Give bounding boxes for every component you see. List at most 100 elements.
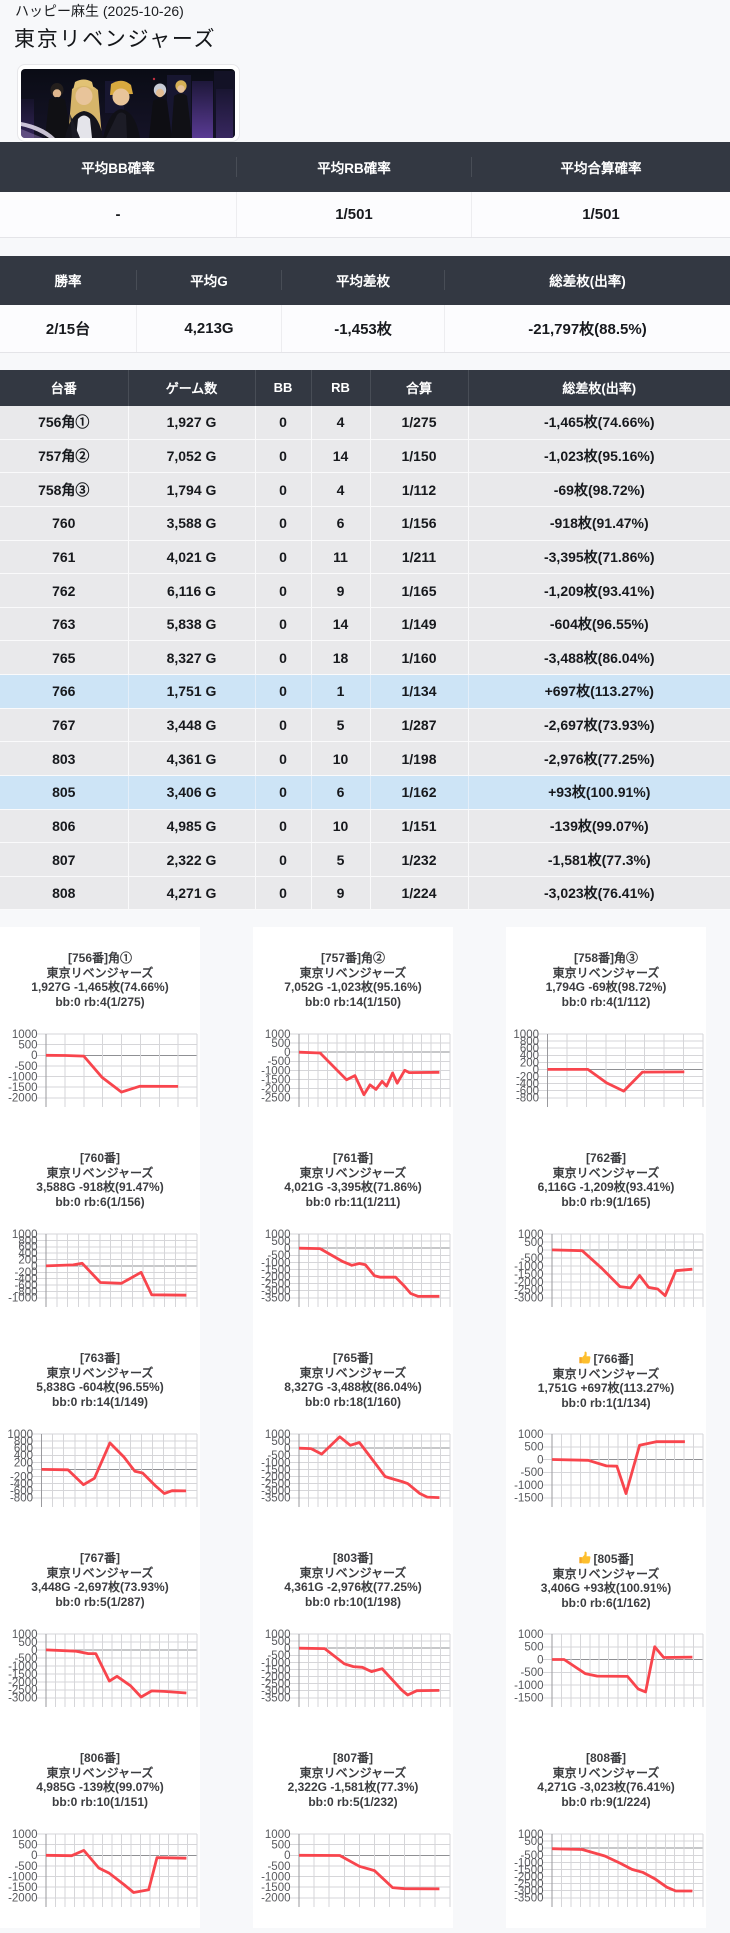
svg-text:-1000: -1000 xyxy=(514,1480,543,1492)
svg-text:-1000: -1000 xyxy=(514,1261,543,1273)
svg-text:1000: 1000 xyxy=(265,1429,291,1441)
svg-text:-200: -200 xyxy=(14,1267,37,1279)
svg-text:1000: 1000 xyxy=(265,1829,291,1841)
svg-text:1000: 1000 xyxy=(518,1829,544,1841)
svg-text:-1500: -1500 xyxy=(8,1882,37,1894)
svg-text:-2500: -2500 xyxy=(261,1093,290,1105)
svg-text:-3500: -3500 xyxy=(261,1293,290,1305)
svg-text:1000: 1000 xyxy=(12,1629,38,1641)
svg-text:500: 500 xyxy=(271,1840,290,1852)
svg-text:0: 0 xyxy=(537,1454,543,1466)
svg-text:-2500: -2500 xyxy=(8,1685,37,1697)
svg-text:-3500: -3500 xyxy=(261,1693,290,1705)
svg-text:-1000: -1000 xyxy=(261,1657,290,1669)
svg-text:-400: -400 xyxy=(516,1079,539,1091)
svg-text:-1000: -1000 xyxy=(514,1680,543,1692)
svg-text:-500: -500 xyxy=(14,1061,37,1073)
svg-text:600: 600 xyxy=(14,1443,33,1455)
svg-text:-1000: -1000 xyxy=(8,1071,37,1083)
svg-text:-500: -500 xyxy=(267,1250,290,1262)
svg-text:-2000: -2000 xyxy=(8,1677,37,1689)
svg-text:-1500: -1500 xyxy=(261,1882,290,1894)
svg-text:600: 600 xyxy=(18,1242,37,1254)
svg-text:-1000: -1000 xyxy=(8,1871,37,1883)
svg-text:-400: -400 xyxy=(14,1274,37,1286)
svg-text:-2500: -2500 xyxy=(261,1679,290,1691)
svg-text:-500: -500 xyxy=(267,1450,290,1462)
svg-text:0: 0 xyxy=(537,1245,543,1257)
svg-text:-2500: -2500 xyxy=(261,1479,290,1491)
svg-text:-1500: -1500 xyxy=(514,1493,543,1505)
svg-text:-800: -800 xyxy=(14,1286,37,1298)
svg-text:-1500: -1500 xyxy=(261,1264,290,1276)
svg-text:-2000: -2000 xyxy=(261,1271,290,1283)
svg-text:1000: 1000 xyxy=(265,1229,291,1241)
svg-text:500: 500 xyxy=(271,1038,290,1050)
svg-text:-500: -500 xyxy=(520,1850,543,1862)
svg-text:-3500: -3500 xyxy=(261,1493,290,1505)
svg-text:1000: 1000 xyxy=(513,1029,539,1041)
svg-text:-500: -500 xyxy=(267,1650,290,1662)
svg-text:600: 600 xyxy=(520,1043,539,1055)
svg-text:0: 0 xyxy=(284,1850,290,1862)
svg-text:-2000: -2000 xyxy=(261,1471,290,1483)
svg-text:800: 800 xyxy=(520,1036,539,1048)
svg-text:0: 0 xyxy=(31,1261,37,1273)
svg-text:500: 500 xyxy=(18,1040,37,1052)
svg-text:-800: -800 xyxy=(10,1493,33,1505)
svg-text:-1500: -1500 xyxy=(261,1074,290,1086)
svg-text:-500: -500 xyxy=(14,1861,37,1873)
svg-text:-500: -500 xyxy=(520,1467,543,1479)
svg-text:-500: -500 xyxy=(267,1861,290,1873)
svg-text:500: 500 xyxy=(524,1836,543,1848)
svg-text:-3000: -3000 xyxy=(261,1686,290,1698)
svg-text:-1500: -1500 xyxy=(261,1664,290,1676)
svg-text:-1000: -1000 xyxy=(8,1661,37,1673)
svg-text:800: 800 xyxy=(18,1235,37,1247)
svg-text:1000: 1000 xyxy=(12,1029,38,1041)
svg-text:-1000: -1000 xyxy=(261,1871,290,1883)
svg-text:-1000: -1000 xyxy=(261,1257,290,1269)
svg-text:400: 400 xyxy=(520,1050,539,1062)
svg-text:0: 0 xyxy=(284,1643,290,1655)
svg-text:-800: -800 xyxy=(516,1093,539,1105)
svg-text:1000: 1000 xyxy=(7,1429,33,1441)
svg-text:-2000: -2000 xyxy=(8,1093,37,1105)
svg-text:-3500: -3500 xyxy=(514,1893,543,1905)
svg-text:-2000: -2000 xyxy=(261,1084,290,1096)
svg-text:500: 500 xyxy=(524,1642,543,1654)
svg-text:-1000: -1000 xyxy=(8,1293,37,1305)
svg-text:1000: 1000 xyxy=(518,1229,544,1241)
svg-text:-600: -600 xyxy=(10,1486,33,1498)
svg-text:500: 500 xyxy=(271,1436,290,1448)
svg-text:500: 500 xyxy=(18,1637,37,1649)
svg-text:-1000: -1000 xyxy=(261,1065,290,1077)
svg-text:1000: 1000 xyxy=(518,1429,544,1441)
svg-text:-500: -500 xyxy=(520,1253,543,1265)
svg-text:-3000: -3000 xyxy=(8,1693,37,1705)
svg-text:-600: -600 xyxy=(14,1280,37,1292)
svg-text:1000: 1000 xyxy=(12,1829,38,1841)
svg-text:800: 800 xyxy=(14,1436,33,1448)
svg-text:-200: -200 xyxy=(10,1471,33,1483)
svg-text:0: 0 xyxy=(537,1843,543,1855)
svg-text:500: 500 xyxy=(524,1237,543,1249)
svg-text:-500: -500 xyxy=(520,1667,543,1679)
svg-text:-3000: -3000 xyxy=(514,1293,543,1305)
svg-text:-400: -400 xyxy=(10,1479,33,1491)
svg-text:400: 400 xyxy=(14,1450,33,1462)
svg-text:-1000: -1000 xyxy=(261,1457,290,1469)
svg-text:-500: -500 xyxy=(267,1056,290,1068)
svg-text:-1000: -1000 xyxy=(514,1857,543,1869)
svg-text:-3000: -3000 xyxy=(261,1486,290,1498)
svg-text:-2000: -2000 xyxy=(514,1277,543,1289)
svg-text:-2500: -2500 xyxy=(514,1879,543,1891)
svg-text:1000: 1000 xyxy=(265,1029,291,1041)
svg-text:-3000: -3000 xyxy=(514,1886,543,1898)
svg-text:-1500: -1500 xyxy=(514,1269,543,1281)
svg-text:0: 0 xyxy=(27,1464,33,1476)
svg-text:-500: -500 xyxy=(14,1653,37,1665)
svg-text:1000: 1000 xyxy=(518,1629,544,1641)
svg-text:500: 500 xyxy=(524,1442,543,1454)
svg-text:-1500: -1500 xyxy=(514,1693,543,1705)
